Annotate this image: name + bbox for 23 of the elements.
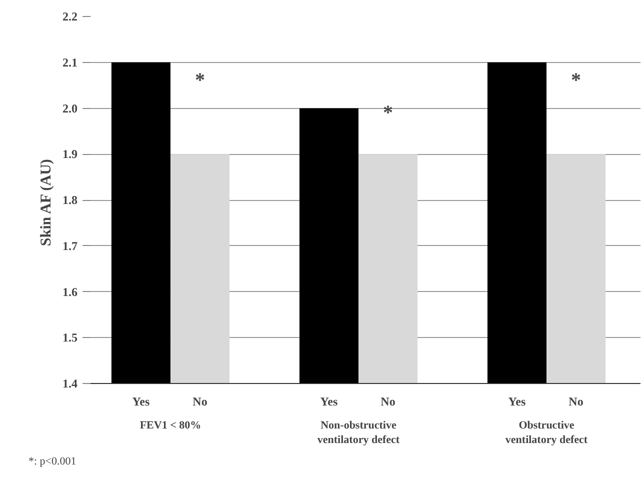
text: No — [568, 394, 584, 408]
y-tick-label: 1.7 — [62, 238, 78, 253]
y-tick-label: 1.8 — [62, 193, 78, 207]
text: *: p<0.001 — [28, 456, 76, 468]
annotation: * — [194, 70, 205, 92]
y-tick-label: 2.2 — [62, 10, 78, 24]
y-axis-title: Skin AF (AU) — [38, 159, 54, 246]
y-tick-label: 1.5 — [62, 330, 78, 345]
y-tick-label: 1.4 — [62, 376, 78, 390]
text: Yes — [508, 394, 526, 408]
text: No — [380, 394, 396, 408]
annotation: * — [383, 102, 393, 124]
series-label: Yes — [132, 394, 150, 408]
series-label: No — [192, 394, 208, 408]
y-tick-label: 2.0 — [62, 101, 78, 116]
annotation: * — [571, 70, 582, 92]
y-tick-label: 2.1 — [62, 55, 78, 70]
x-tick-label: Obstructive ventilatory defect — [505, 420, 588, 446]
y-tick-label: 1.6 — [62, 284, 78, 299]
x-tick-label: FEV1 < 80% — [140, 420, 202, 432]
text: Yes — [320, 394, 338, 408]
x-tick-label: Non-obstructive ventilatory defect — [317, 420, 400, 446]
y-tick-label: 1.9 — [62, 147, 78, 162]
